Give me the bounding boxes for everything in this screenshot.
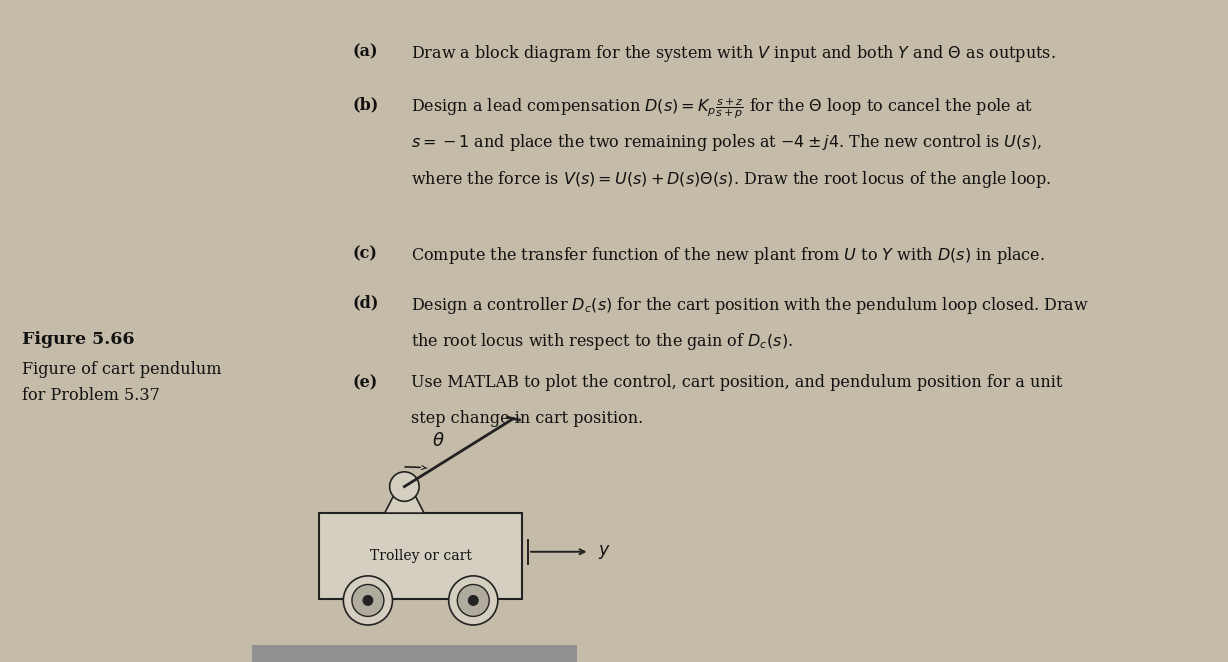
Text: Figure of cart pendulum: Figure of cart pendulum xyxy=(22,361,221,378)
Ellipse shape xyxy=(389,472,419,501)
Text: (b): (b) xyxy=(352,96,378,113)
Ellipse shape xyxy=(468,596,478,605)
Text: $\theta$: $\theta$ xyxy=(432,432,445,450)
Text: Design a lead compensation $D(s) = K_p\frac{s+z}{s+p}$ for the $\Theta$ loop to : Design a lead compensation $D(s) = K_p\f… xyxy=(411,96,1034,121)
Polygon shape xyxy=(384,487,424,513)
Text: for Problem 5.37: for Problem 5.37 xyxy=(22,387,160,404)
Text: Design a controller $D_c(s)$ for the cart position with the pendulum loop closed: Design a controller $D_c(s)$ for the car… xyxy=(411,295,1089,316)
Text: $s = -1$ and place the two remaining poles at $-4 \pm j4$. The new control is $U: $s = -1$ and place the two remaining pol… xyxy=(411,132,1043,154)
Ellipse shape xyxy=(448,576,497,625)
Ellipse shape xyxy=(344,576,393,625)
Bar xyxy=(319,513,522,599)
Bar xyxy=(252,645,577,662)
Text: where the force is $V(s) = U(s) + D(s)\Theta(s)$. Draw the root locus of the ang: where the force is $V(s) = U(s) + D(s)\T… xyxy=(411,169,1051,190)
Text: Trolley or cart: Trolley or cart xyxy=(370,549,472,563)
Text: Use MATLAB to plot the control, cart position, and pendulum position for a unit: Use MATLAB to plot the control, cart pos… xyxy=(411,374,1062,391)
Ellipse shape xyxy=(363,596,373,605)
Text: Figure 5.66: Figure 5.66 xyxy=(22,331,135,348)
Text: step change in cart position.: step change in cart position. xyxy=(411,410,643,428)
Ellipse shape xyxy=(352,585,384,616)
Text: (d): (d) xyxy=(352,295,378,312)
Text: $y$: $y$ xyxy=(598,543,612,561)
Text: Compute the transfer function of the new plant from $U$ to $Y$ with $D(s)$ in pl: Compute the transfer function of the new… xyxy=(411,245,1045,266)
Text: (a): (a) xyxy=(352,43,378,60)
Text: (e): (e) xyxy=(352,374,378,391)
Ellipse shape xyxy=(457,585,489,616)
Text: Draw a block diagram for the system with $V$ input and both $Y$ and $\Theta$ as : Draw a block diagram for the system with… xyxy=(411,43,1056,64)
Text: the root locus with respect to the gain of $D_c(s)$.: the root locus with respect to the gain … xyxy=(411,331,793,352)
Text: (c): (c) xyxy=(352,245,377,262)
